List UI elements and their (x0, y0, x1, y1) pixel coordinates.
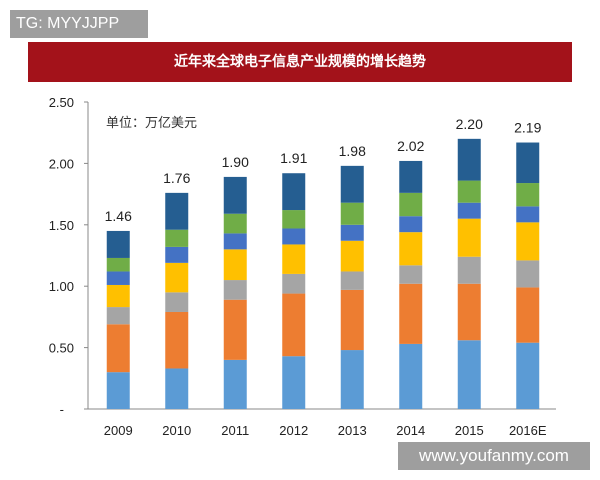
bar-segment (457, 340, 481, 409)
bar-segment (516, 342, 540, 409)
bar-segment (282, 273, 306, 294)
total-label: 1.98 (339, 143, 366, 159)
y-tick-label: 2.00 (49, 156, 74, 171)
bar-segment (282, 293, 306, 357)
x-tick-label: 2012 (279, 423, 308, 438)
bar-segment (399, 232, 423, 266)
unit-label: 单位：万亿美元 (106, 116, 198, 131)
y-tick-label: 1.50 (49, 218, 74, 233)
bar-segment (516, 260, 540, 288)
bar-segment (516, 183, 540, 207)
bar-segment (516, 206, 540, 223)
watermark-bottom: www.youfanmy.com (398, 442, 590, 470)
bar-segment (457, 180, 481, 203)
bar-segment (223, 359, 247, 409)
y-tick-label: 0.50 (49, 341, 74, 356)
watermark-top: TG: MYYJJPP (10, 10, 148, 38)
y-tick-label: 2.50 (49, 95, 74, 110)
bar-segment (516, 287, 540, 343)
bar-segment (340, 271, 364, 290)
y-tick-label: 1.00 (49, 279, 74, 294)
bar-segment (340, 289, 364, 351)
total-label: 2.20 (456, 116, 483, 132)
bar-segment (165, 192, 189, 230)
bar-segment (282, 210, 306, 229)
bar-segment (282, 228, 306, 245)
bar-segment (399, 160, 423, 193)
bar-segment (165, 229, 189, 247)
bar-segment (223, 249, 247, 281)
bar-segment (340, 240, 364, 272)
bar-segment (340, 202, 364, 225)
total-label: 2.19 (514, 120, 541, 136)
x-tick-label: 2010 (162, 423, 191, 438)
bar-segment (399, 283, 423, 344)
bar-segment (106, 230, 130, 258)
bar-segment (457, 283, 481, 341)
x-tick-label: 2015 (455, 423, 484, 438)
chart-title: 近年来全球电子信息产业规模的增长趋势 (28, 42, 572, 82)
bar-segment (516, 142, 540, 184)
bar-segment (106, 324, 130, 373)
x-tick-label: 2014 (396, 423, 425, 438)
bar-segment (282, 356, 306, 409)
bar-segment (340, 224, 364, 241)
x-tick-label: 2009 (104, 423, 133, 438)
total-label: 1.91 (280, 150, 307, 166)
bar-segment (457, 202, 481, 219)
bar-segment (165, 262, 189, 293)
bar-segment (106, 257, 130, 272)
x-tick-label: 2013 (338, 423, 367, 438)
bar-segment (282, 173, 306, 211)
total-label: 1.90 (222, 154, 249, 170)
bar-segment (223, 280, 247, 300)
bar-segment (106, 271, 130, 285)
bar-segment (165, 311, 189, 369)
bar-segment (106, 307, 130, 325)
bar-segment (165, 292, 189, 312)
bar-segment (165, 368, 189, 409)
bar-segment (399, 192, 423, 217)
bar-segment (223, 213, 247, 234)
bar-segment (106, 372, 130, 409)
bar-segment (165, 246, 189, 263)
bar-segment (340, 350, 364, 409)
bar-segment (223, 233, 247, 250)
bar-segment (457, 256, 481, 284)
bar-segment (223, 299, 247, 360)
bar-segment (282, 244, 306, 274)
x-tick-label: 2016E (509, 423, 547, 438)
total-label: 2.02 (397, 138, 424, 154)
y-tick-label: - (60, 402, 64, 417)
total-label: 1.46 (105, 208, 132, 224)
bar-segment (340, 165, 364, 203)
bar-segment (457, 218, 481, 257)
total-label: 1.76 (163, 170, 190, 186)
bar-segment (399, 265, 423, 284)
x-tick-label: 2011 (221, 423, 249, 438)
bar-segment (106, 284, 130, 308)
bar-segment (223, 176, 247, 214)
bar-segment (516, 222, 540, 261)
bar-segment (457, 138, 481, 181)
bar-segment (399, 216, 423, 233)
bar-segment (399, 343, 423, 409)
